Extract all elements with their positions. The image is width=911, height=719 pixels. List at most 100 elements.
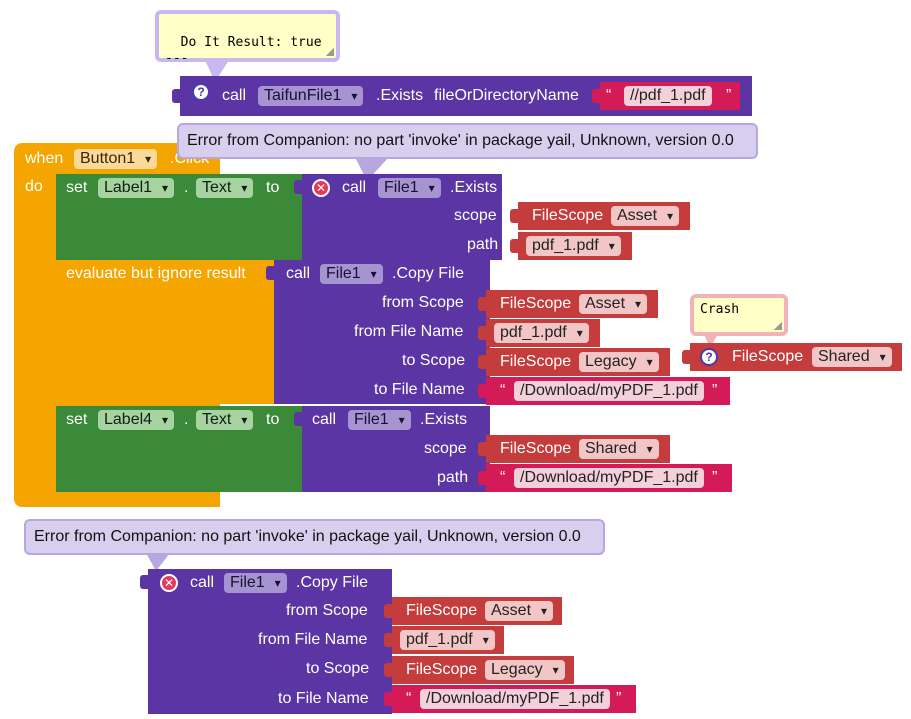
when-keyword: when — [25, 150, 64, 167]
quote-close: ” — [712, 382, 718, 399]
block-output-tab — [478, 384, 486, 398]
call-keyword: call — [190, 574, 215, 591]
block-output-tab — [294, 412, 302, 426]
from-file-dropdown-block[interactable]: pdf_1.pdf — [478, 319, 600, 347]
block-output-tab — [510, 239, 518, 253]
scope-dropdown[interactable]: Shared — [812, 347, 892, 367]
string-value[interactable]: /Download/myPDF_1.pdf — [514, 468, 704, 488]
error-message: Error from Companion: no part 'invoke' i… — [34, 528, 581, 545]
file1-copy-file-call-block[interactable]: ✕ call File1 .Copy File from Scope from … — [140, 569, 392, 714]
filescope-legacy-block[interactable]: FileScope Legacy — [384, 656, 574, 684]
file-component-dropdown[interactable]: File1 — [224, 573, 287, 593]
text-string-block[interactable]: “ /Download/myPDF_1.pdf ” — [478, 464, 732, 492]
floating-filescope-shared-block[interactable]: ? FileScope Shared — [682, 343, 902, 371]
string-value[interactable]: /Download/myPDF_1.pdf — [514, 381, 704, 401]
property-dropdown[interactable]: Text — [196, 410, 254, 430]
filescope-asset-block[interactable]: FileScope Asset — [478, 290, 658, 318]
quote-close: ” — [712, 469, 718, 486]
property-dropdown[interactable]: Text — [196, 178, 254, 198]
method-name: .Exists — [376, 87, 424, 104]
scope-dropdown[interactable]: Shared — [579, 439, 659, 459]
filescope-asset-block[interactable]: FileScope Asset — [384, 597, 562, 625]
dot-separator: . — [184, 179, 189, 196]
companion-error-bubble: Error from Companion: no part 'invoke' i… — [177, 123, 758, 159]
from-scope-label: from Scope — [286, 602, 368, 619]
set-label1-text-block[interactable]: set Label1 . Text to — [56, 174, 302, 260]
block-output-tab — [140, 575, 148, 589]
filescope-label: FileScope — [732, 348, 804, 365]
scope-dropdown[interactable]: Asset — [485, 601, 554, 621]
filescope-asset-block[interactable]: FileScope Asset — [510, 202, 690, 230]
file1-exists-call-block[interactable]: ✕ call File1 .Exists scope path — [294, 174, 502, 260]
companion-error-bubble: Error from Companion: no part 'invoke' i… — [24, 519, 605, 555]
call-keyword: call — [222, 87, 247, 104]
crash-text: Crash — [700, 302, 740, 317]
set-label4-text-block[interactable]: set Label4 . Text to — [56, 406, 302, 492]
call-keyword: call — [286, 265, 311, 282]
block-output-tab — [682, 350, 690, 364]
string-value[interactable]: /Download/myPDF_1.pdf — [420, 689, 610, 709]
method-name: .Exists — [420, 411, 468, 428]
text-string-block[interactable]: “ /Download/myPDF_1.pdf ” — [478, 377, 730, 405]
error-icon[interactable]: ✕ — [160, 574, 178, 592]
filescope-label: FileScope — [500, 440, 572, 457]
scope-label: scope — [424, 440, 467, 457]
file-dropdown[interactable]: pdf_1.pdf — [400, 630, 495, 650]
scope-dropdown[interactable]: Asset — [611, 206, 680, 226]
to-scope-label: to Scope — [306, 660, 370, 677]
block-output-tab — [478, 326, 486, 340]
resize-grip-icon[interactable] — [326, 48, 334, 56]
help-icon[interactable]: ? — [192, 83, 210, 101]
block-output-tab — [478, 297, 486, 311]
quote-open: “ — [406, 690, 412, 707]
string-value[interactable]: //pdf_1.pdf — [624, 86, 712, 106]
filescope-label: FileScope — [406, 661, 478, 678]
quote-open: “ — [500, 469, 506, 486]
path-label: path — [467, 236, 499, 253]
block-output-tab — [172, 89, 180, 103]
filescope-label: FileScope — [500, 353, 572, 370]
path-dropdown[interactable]: pdf_1.pdf — [526, 236, 621, 256]
taifun-exists-call-block[interactable]: ? call TaifunFile1 .Exists fileOrDirecto… — [172, 76, 752, 116]
text-string-block[interactable]: “ //pdf_1.pdf ” — [592, 82, 740, 110]
block-output-tab — [592, 89, 600, 103]
from-file-dropdown-block[interactable]: pdf_1.pdf — [384, 626, 504, 654]
from-file-label: from File Name — [354, 323, 464, 340]
filescope-label: FileScope — [500, 295, 572, 312]
scope-dropdown[interactable]: Legacy — [485, 660, 565, 680]
param-label: fileOrDirectoryName — [434, 87, 579, 104]
quote-open: “ — [500, 382, 506, 399]
label-component-dropdown[interactable]: Label4 — [98, 410, 175, 430]
block-output-tab — [478, 471, 486, 485]
file-path-dropdown-block[interactable]: pdf_1.pdf — [510, 232, 632, 260]
block-output-tab — [384, 633, 392, 647]
resize-grip-icon[interactable] — [774, 322, 782, 330]
file-component-dropdown[interactable]: File1 — [378, 178, 441, 198]
evaluate-label: evaluate but ignore result — [66, 265, 246, 282]
evaluate-ignore-block[interactable]: evaluate but ignore result — [56, 260, 274, 404]
filescope-shared-block[interactable]: FileScope Shared — [478, 435, 670, 463]
do-keyword: do — [25, 178, 43, 195]
call-keyword: call — [342, 179, 367, 196]
file-component-dropdown[interactable]: File1 — [348, 410, 411, 430]
to-scope-label: to Scope — [402, 352, 466, 369]
do-it-result-bubble: Do It Result: true --- — [155, 10, 340, 66]
component-dropdown[interactable]: TaifunFile1 — [258, 86, 364, 106]
text-string-block[interactable]: “ /Download/myPDF_1.pdf ” — [384, 685, 636, 713]
dot-separator: . — [184, 411, 189, 428]
file-component-dropdown[interactable]: File1 — [320, 264, 383, 284]
scope-dropdown[interactable]: Legacy — [579, 352, 659, 372]
file1-exists-call-block[interactable]: call File1 .Exists scope path — [294, 406, 490, 492]
quote-open: “ — [606, 87, 612, 104]
filescope-legacy-block[interactable]: FileScope Legacy — [478, 348, 670, 376]
block-output-tab — [266, 266, 274, 280]
file-dropdown[interactable]: pdf_1.pdf — [494, 323, 589, 343]
method-name: .Exists — [450, 179, 498, 196]
label-component-dropdown[interactable]: Label1 — [98, 178, 175, 198]
button-component-dropdown[interactable]: Button1 — [74, 149, 158, 169]
to-file-label: to File Name — [374, 381, 465, 398]
error-icon[interactable]: ✕ — [312, 179, 330, 197]
scope-dropdown[interactable]: Asset — [579, 294, 648, 314]
help-icon[interactable]: ? — [700, 348, 718, 366]
file1-copy-file-call-block[interactable]: call File1 .Copy File from Scope from Fi… — [266, 260, 490, 404]
